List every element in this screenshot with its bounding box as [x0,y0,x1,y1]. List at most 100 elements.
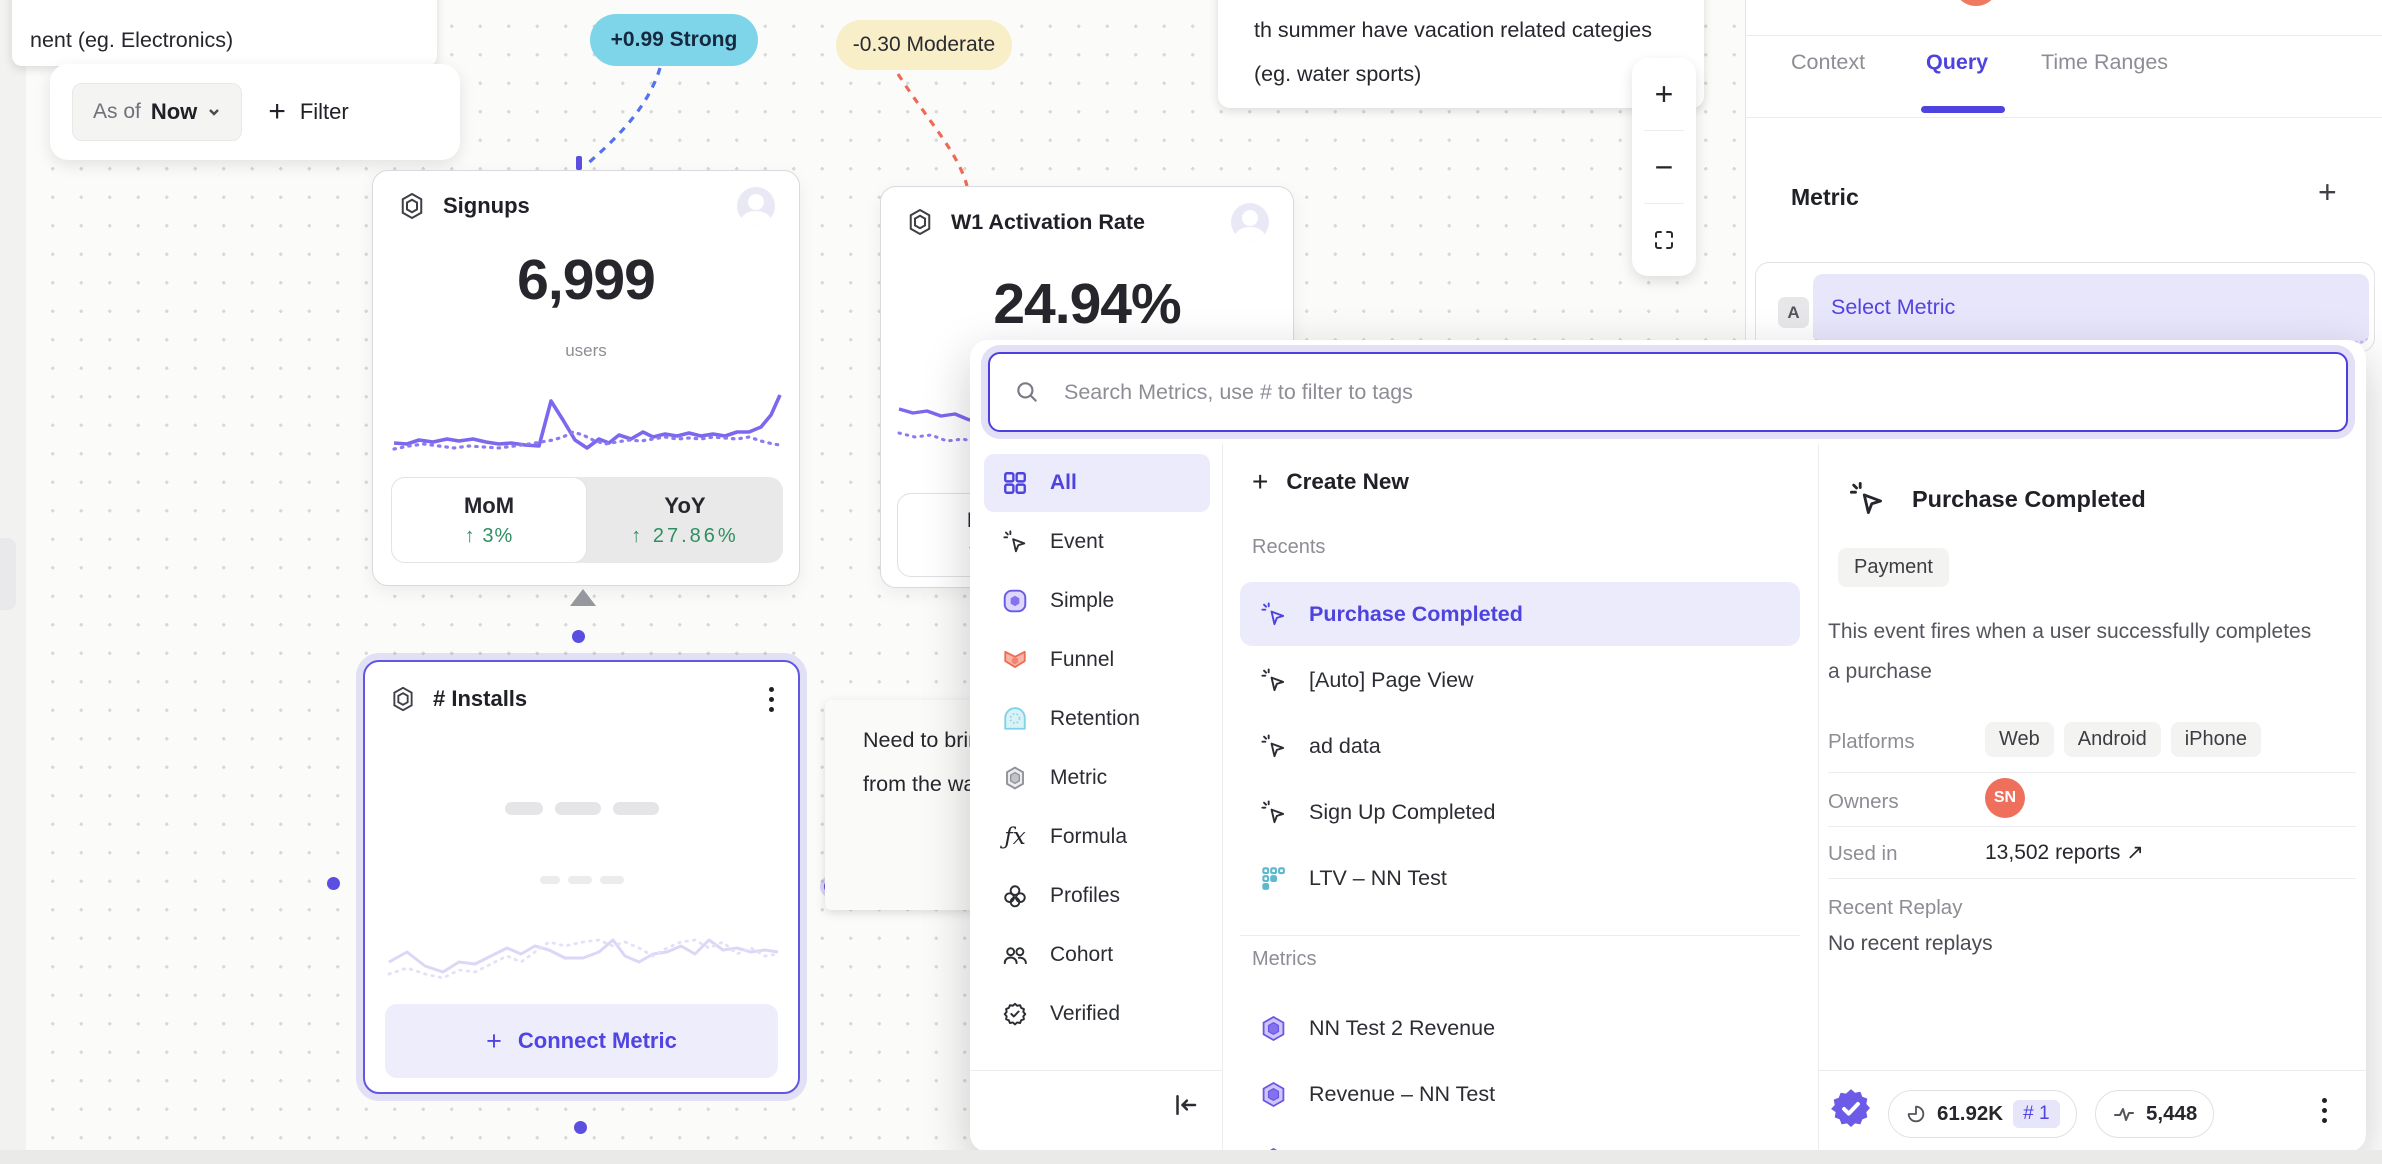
zoom-in-button[interactable]: + [1654,75,1674,112]
divider [1746,117,2382,118]
yoy-segment[interactable]: YoY ↑ 27.86% [587,477,783,563]
as-of-dropdown[interactable]: As of Now [72,83,243,141]
card-title: Signups [443,193,530,218]
sticky-note-text: nent (eg. Electronics) [30,28,234,52]
category-metric[interactable]: Metric [984,749,1210,807]
category-funnel[interactable]: Funnel [984,631,1210,689]
comparison-toggle: MoM ↑ 3% YoY ↑ 27.86% [391,477,783,563]
connector-handle[interactable] [576,156,582,170]
skeleton-row [365,876,798,884]
zoom-out-button[interactable]: − [1654,148,1674,185]
as-of-label: As of [93,100,141,123]
used-in-label: Used in [1828,842,1898,865]
simple-icon [1003,589,1027,613]
owner-avatar[interactable]: SN [1985,778,2025,818]
category-simple[interactable]: Simple [984,572,1210,630]
platform-iphone[interactable]: iPhone [2170,722,2261,757]
search-input[interactable] [1062,378,2322,406]
queries-stat-pill[interactable]: 5,448 [2095,1090,2215,1138]
platforms-label: Platforms [1828,730,1915,753]
filter-label: Filter [299,99,349,124]
plus-icon: + [268,95,286,128]
metric-item-clipped[interactable] [1240,1128,1800,1152]
divider [1828,878,2356,879]
category-cohort[interactable]: Cohort [984,926,1210,984]
metric-picker-modal: All Event Simple Funnel [970,340,2366,1152]
metric-item-revenue-nn-test[interactable]: Revenue – NN Test [1240,1062,1800,1126]
tab-query[interactable]: Query [1926,50,1989,74]
card-menu-button[interactable] [769,686,774,712]
platform-android[interactable]: Android [2063,722,2161,757]
skeleton-row [365,802,798,815]
divider [1818,1070,2366,1071]
add-metric-button[interactable]: + [2318,174,2337,210]
divider [1746,35,2382,36]
divider [1828,826,2356,827]
metric-hexagon-icon [401,192,423,220]
category-verified[interactable]: Verified [984,985,1210,1043]
fit-screen-button[interactable] [1632,204,1696,276]
tab-time-ranges[interactable]: Time Ranges [2041,50,2169,74]
plus-icon: + [486,1025,502,1056]
metric-item-nn-test-2-revenue[interactable]: NN Test 2 Revenue [1240,996,1800,1060]
metric-hexagon-icon [1262,1081,1285,1107]
recent-item-ad-data[interactable]: ad data [1240,714,1800,778]
recent-item-ltv-nn-test[interactable]: LTV – NN Test [1240,846,1800,910]
metric-card-installs[interactable]: # Installs + Connect Metric [363,660,800,1094]
zoom-controls: + − [1632,58,1696,276]
correlation-badge-moderate[interactable]: -0.30 Moderate [836,20,1012,70]
fullscreen-icon [1655,231,1673,249]
collapse-panel-icon[interactable] [1170,1090,1200,1120]
divider [1240,935,1800,936]
recent-item-sign-up-completed[interactable]: Sign Up Completed [1240,780,1800,844]
event-cursor-icon [1261,799,1285,823]
mom-value: ↑ 3% [464,524,514,547]
flow-arrow [570,589,596,606]
platform-web[interactable]: Web [1985,722,2054,757]
platform-tags: Web Android iPhone [1985,722,2261,757]
tab-context[interactable]: Context [1791,50,1866,74]
chevron-down-icon [209,109,220,116]
window-bottom-edge [0,1150,2382,1164]
recent-item-auto-page-view[interactable]: [Auto] Page View [1240,648,1800,712]
metric-search[interactable] [988,352,2348,432]
create-new-button[interactable]: + Create New [1252,468,1409,496]
add-filter-button[interactable]: + Filter [268,97,348,127]
sticky-note-line1: th summer have vacation related categies [1254,18,1652,42]
category-profiles[interactable]: Profiles [984,867,1210,925]
sticky-note-electronics[interactable]: nent (eg. Electronics) [12,0,437,66]
connector-dot[interactable] [572,630,585,643]
connector-dot[interactable] [327,877,340,890]
tag-payment[interactable]: Payment [1838,548,1949,587]
plus-icon: + [1252,466,1269,497]
sticky-note-vacation[interactable]: th summer have vacation related categies… [1218,0,1704,108]
used-in-value[interactable]: 13,502 reports ↗ [1985,841,2144,864]
volume-value: 61.92K [1937,1102,2004,1125]
metric-card-signups[interactable]: Signups 6,999 users MoM ↑ 3% YoY ↑ 27.86… [372,170,800,586]
select-metric-row[interactable]: Select Metric [1813,274,2369,344]
activity-icon [2114,1108,2134,1121]
board-toolbar: As of Now + Filter [50,64,460,160]
connector-dot[interactable] [574,1121,587,1134]
category-event[interactable]: Event [984,513,1210,571]
connect-metric-button[interactable]: + Connect Metric [385,1004,778,1078]
category-formula[interactable]: ƒx Formula [984,808,1210,866]
event-cursor-icon [1261,667,1285,691]
mom-segment[interactable]: MoM ↑ 3% [391,477,587,563]
event-cursor-icon [1003,530,1026,553]
clipped-left-widget [0,538,16,610]
metrics-section-label: Metrics [1252,948,1317,970]
recent-item-purchase-completed[interactable]: Purchase Completed [1240,582,1800,646]
sticky-note-line1: Need to brir [863,728,976,752]
queries-value: 5,448 [2146,1102,2198,1125]
rank-badge: # 1 [2013,1100,2060,1128]
detail-title: Purchase Completed [1912,486,2146,512]
recent-replay-value: No recent replays [1828,932,1993,955]
volume-stat-pill[interactable]: 61.92K # 1 [1888,1090,2077,1138]
correlation-badge-strong[interactable]: +0.99 Strong [590,14,758,66]
detail-menu-button[interactable] [2322,1098,2327,1123]
category-retention[interactable]: Retention [984,690,1210,748]
category-all[interactable]: All [984,454,1210,512]
grid-icon [1004,472,1026,494]
